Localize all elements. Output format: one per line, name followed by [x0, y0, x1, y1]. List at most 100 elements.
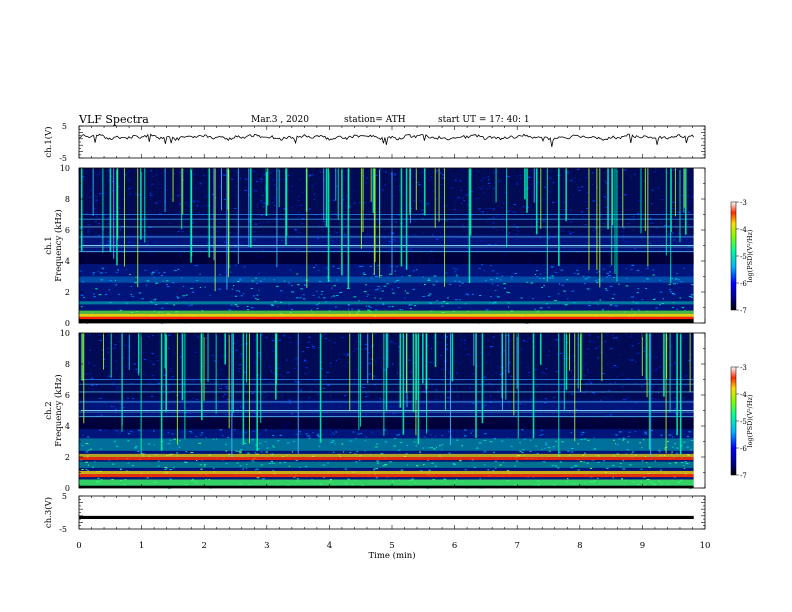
noise-speck: [215, 197, 217, 199]
noise-speck: [522, 426, 526, 428]
noise-speck: [306, 435, 308, 437]
noise-speck: [339, 406, 342, 408]
noise-speck: [600, 422, 603, 424]
noise-speck: [364, 440, 366, 442]
noise-speck: [286, 359, 288, 361]
noise-speck: [363, 291, 367, 293]
noise-speck: [506, 175, 510, 177]
noise-speck: [566, 342, 569, 344]
noise-speck: [609, 348, 613, 350]
noise-speck: [681, 238, 684, 240]
noise-speck: [107, 170, 111, 172]
noise-speck: [515, 460, 519, 462]
noise-speck: [563, 413, 566, 415]
noise-speck: [528, 372, 530, 374]
noise-speck: [297, 195, 300, 197]
noise-speck: [363, 175, 365, 177]
noise-speck: [445, 220, 447, 222]
noise-speck: [262, 478, 265, 480]
noise-speck: [85, 468, 88, 470]
x-tick-label: 9: [640, 541, 645, 551]
noise-speck: [566, 387, 568, 389]
noise-speck: [320, 212, 323, 214]
noise-speck: [572, 194, 574, 196]
noise-speck: [421, 413, 423, 415]
noise-speck: [522, 449, 525, 451]
noise-speck: [486, 243, 489, 245]
noise-speck: [381, 189, 384, 191]
noise-speck: [227, 436, 230, 438]
noise-speck: [615, 366, 619, 368]
noise-speck: [539, 434, 542, 436]
noise-speck: [648, 217, 652, 219]
noise-speck: [566, 409, 568, 411]
noise-speck: [177, 195, 179, 197]
noise-speck: [272, 469, 274, 471]
noise-speck: [95, 199, 98, 201]
noise-speck: [592, 412, 595, 414]
noise-speck: [260, 464, 264, 466]
noise-speck: [286, 371, 290, 373]
noise-speck: [604, 397, 607, 399]
noise-speck: [486, 220, 488, 222]
noise-speck: [264, 241, 267, 243]
noise-speck: [281, 379, 283, 381]
noise-speck: [616, 305, 618, 307]
noise-speck: [383, 170, 385, 172]
noise-speck: [325, 267, 329, 269]
noise-speck: [210, 261, 213, 263]
noise-speck: [413, 220, 417, 222]
noise-speck: [408, 359, 411, 361]
noise-speck: [567, 173, 570, 175]
noise-speck: [649, 223, 653, 225]
noise-speck: [336, 295, 339, 297]
noise-speck: [492, 221, 495, 223]
noise-speck: [646, 462, 648, 464]
noise-speck: [145, 233, 147, 235]
x-tick-label: 5: [389, 541, 394, 551]
noise-speck: [115, 387, 118, 389]
noise-speck: [454, 268, 458, 270]
noise-speck: [485, 279, 487, 281]
noise-speck: [507, 211, 510, 213]
noise-speck: [178, 212, 180, 214]
noise-speck: [361, 265, 364, 267]
noise-speck: [379, 298, 382, 300]
noise-speck: [529, 439, 532, 441]
noise-speck: [138, 292, 142, 294]
noise-speck: [111, 385, 115, 387]
noise-speck: [654, 298, 656, 300]
noise-speck: [342, 451, 345, 453]
noise-speck: [178, 337, 181, 339]
noise-speck: [592, 341, 595, 343]
noise-speck: [391, 406, 394, 408]
noise-speck: [308, 208, 312, 210]
noise-speck: [236, 305, 239, 307]
noise-speck: [677, 211, 681, 213]
noise-speck: [348, 304, 350, 306]
noise-speck: [300, 288, 304, 290]
noise-speck: [658, 392, 660, 394]
noise-speck: [256, 298, 259, 300]
noise-speck: [439, 231, 441, 233]
noise-speck: [233, 429, 236, 431]
noise-speck: [501, 261, 504, 263]
noise-speck: [422, 295, 426, 297]
noise-speck: [296, 249, 299, 251]
noise-speck: [166, 286, 170, 288]
noise-speck: [681, 376, 683, 378]
noise-speck: [509, 261, 511, 263]
colorbar-tick-label: -3: [740, 199, 747, 207]
noise-speck: [470, 245, 472, 247]
noise-speck: [134, 282, 137, 284]
noise-speck: [331, 347, 333, 349]
noise-speck: [374, 361, 377, 363]
noise-speck: [181, 427, 183, 429]
noise-speck: [227, 378, 229, 380]
noise-speck: [535, 445, 538, 447]
noise-speck: [133, 399, 135, 401]
noise-speck: [467, 294, 470, 296]
noise-speck: [362, 273, 365, 275]
noise-speck: [218, 388, 222, 390]
noise-speck: [471, 293, 474, 295]
